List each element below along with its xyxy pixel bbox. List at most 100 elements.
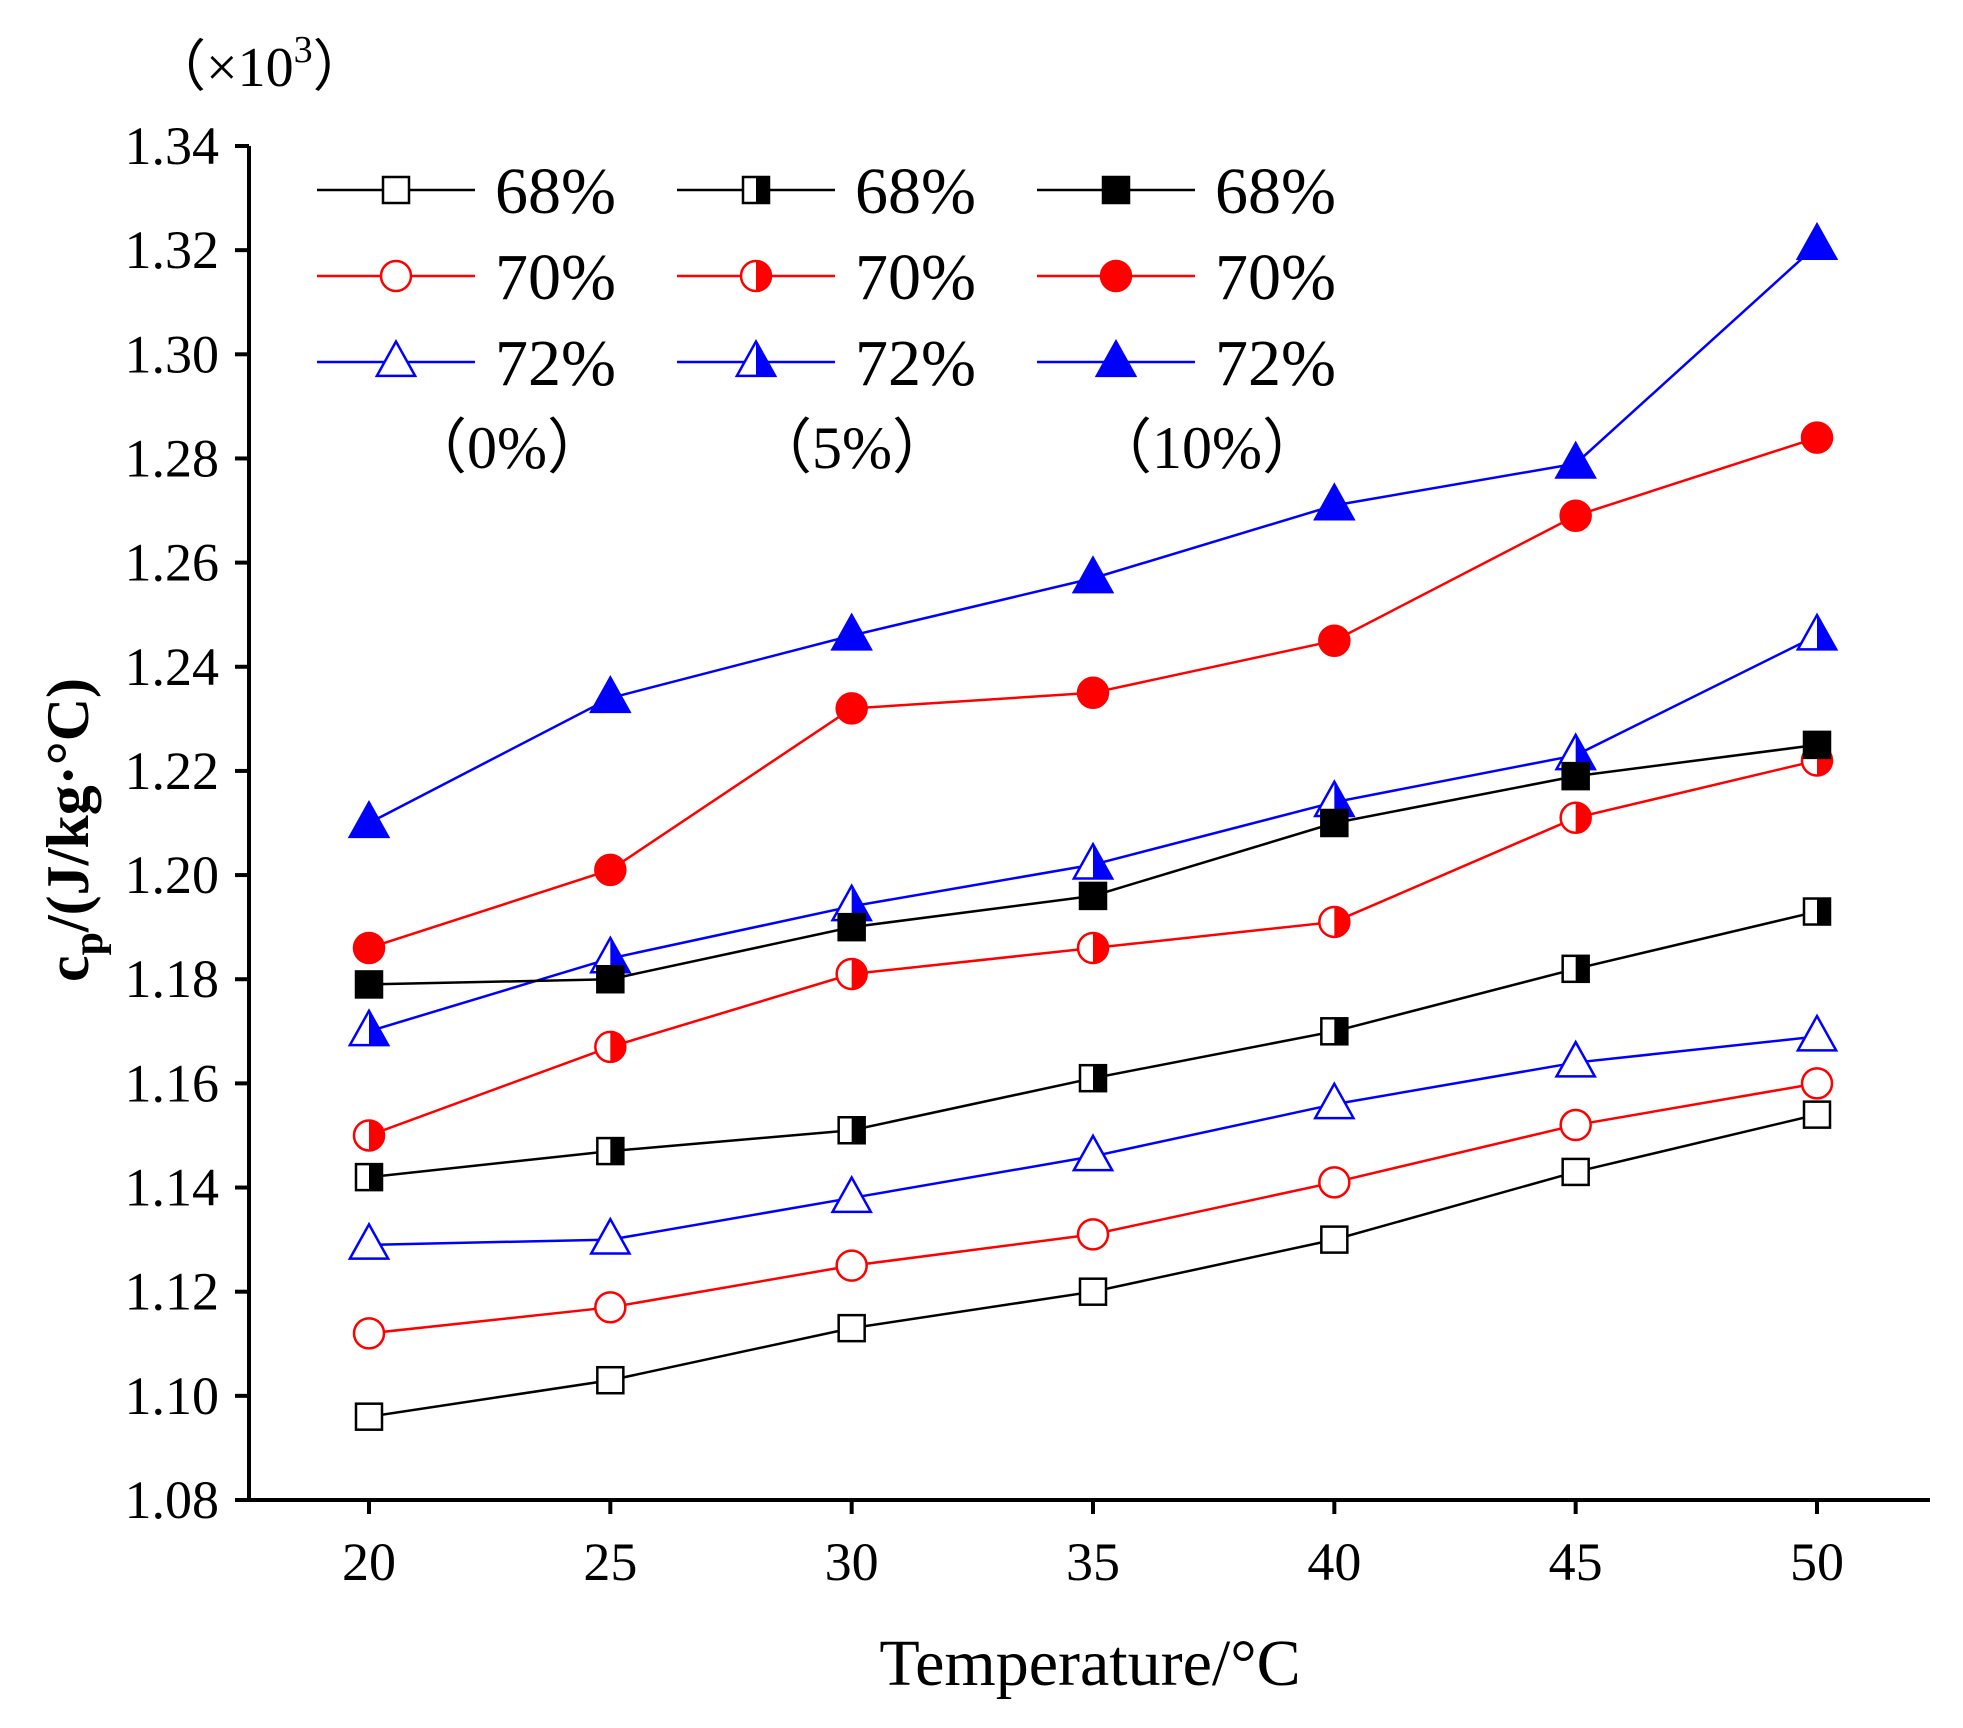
data-point	[595, 1292, 625, 1322]
y-tick-label: 1.20	[125, 845, 220, 905]
x-tick-label: 25	[583, 1532, 637, 1592]
data-point	[1078, 678, 1108, 708]
data-point	[1078, 933, 1108, 963]
y-tick-label: 1.14	[125, 1158, 220, 1218]
data-point	[350, 1224, 388, 1258]
data-point	[1798, 1016, 1836, 1050]
data-point	[1321, 810, 1347, 836]
data-point	[1557, 443, 1595, 477]
data-point	[1802, 1068, 1832, 1098]
data-point	[597, 1367, 623, 1393]
legend-label: 68%	[495, 155, 616, 228]
legend-entry: 70%	[1037, 241, 1336, 314]
legend-entry: 70%	[317, 241, 616, 314]
y-tick-label: 1.18	[125, 949, 220, 1009]
data-point	[354, 933, 384, 963]
data-point	[839, 1315, 865, 1341]
legend: 68% 70% 72% 68% 70% 72% 68% 70% 72% （0%） （5%） （10%）	[317, 155, 1336, 481]
legend-marker	[743, 177, 769, 203]
data-point	[1319, 1167, 1349, 1197]
data-point	[1321, 1018, 1347, 1044]
legend-label: 70%	[495, 241, 616, 314]
y-tick-label: 1.12	[125, 1262, 220, 1322]
data-point	[1804, 732, 1830, 758]
x-axis-title: Temperature/°C	[879, 1627, 1300, 1700]
specific-heat-chart: 1.08 1.10 1.12 1.14 1.16 1.18 1.20 1.22 1.24 1.26…	[0, 0, 1963, 1728]
legend-label: 72%	[855, 327, 976, 400]
data-point	[356, 971, 382, 997]
data-point	[1804, 899, 1830, 925]
data-point	[354, 1318, 384, 1348]
data-point	[1078, 1219, 1108, 1249]
y-tick-label: 1.22	[125, 741, 220, 801]
y-tick-label: 1.34	[125, 116, 220, 176]
data-point	[1561, 1110, 1591, 1140]
data-point	[1798, 615, 1836, 649]
data-point	[597, 966, 623, 992]
data-point	[839, 1117, 865, 1143]
data-point	[597, 1138, 623, 1164]
data-point	[1557, 1042, 1595, 1076]
series-72pct-solid	[350, 224, 1836, 836]
legend-marker	[741, 261, 771, 291]
legend-marker	[737, 342, 775, 376]
data-point	[354, 1120, 384, 1150]
data-point	[1319, 907, 1349, 937]
legend-entry: 72%	[1037, 327, 1336, 400]
data-point	[837, 693, 867, 723]
legend-label: 70%	[855, 241, 976, 314]
x-tick-label: 20	[342, 1532, 396, 1592]
y-tick-label: 1.16	[125, 1053, 220, 1113]
legend-entry: 68%	[1037, 155, 1336, 228]
y-ticks: 1.08 1.10 1.12 1.14 1.16 1.18 1.20 1.22 1.24 1.26…	[125, 116, 250, 1530]
data-point	[356, 1164, 382, 1190]
y-tick-label: 1.10	[125, 1366, 220, 1426]
data-point	[1804, 1102, 1830, 1128]
y-tick-label: 1.30	[125, 324, 220, 384]
legend-label: 72%	[495, 327, 616, 400]
legend-marker	[377, 342, 415, 376]
data-point	[1798, 224, 1836, 258]
data-point	[839, 914, 865, 940]
data-point	[1563, 763, 1589, 789]
x-tick-label: 30	[825, 1532, 879, 1592]
y-tick-label: 1.08	[125, 1470, 220, 1530]
x-tick-label: 40	[1307, 1532, 1361, 1592]
legend-marker	[1101, 261, 1131, 291]
data-point	[1563, 1159, 1589, 1185]
x-tick-label: 35	[1066, 1532, 1120, 1592]
legend-entry: 68%	[677, 155, 976, 228]
data-point	[1563, 956, 1589, 982]
data-point	[837, 1251, 867, 1281]
data-point	[595, 855, 625, 885]
x-ticks: 20 25 30 35 40 45 50	[342, 1500, 1844, 1592]
y-tick-label: 1.26	[125, 533, 220, 593]
y-tick-label: 1.32	[125, 220, 220, 280]
y-tick-label: 1.24	[125, 637, 220, 697]
legend-label: 68%	[1215, 155, 1336, 228]
data-point	[1080, 1065, 1106, 1091]
x-tick-label: 50	[1790, 1532, 1844, 1592]
data-point	[1080, 883, 1106, 909]
data-point	[1080, 1279, 1106, 1305]
series-70pct-open	[354, 1068, 1832, 1348]
y-tick-label: 1.28	[125, 428, 220, 488]
legend-label: 68%	[855, 155, 976, 228]
data-point	[1561, 501, 1591, 531]
y-axis-title: cp/(J/kg·°C)	[35, 678, 112, 982]
legend-marker	[1103, 177, 1129, 203]
data-point	[1321, 1227, 1347, 1253]
legend-label: 72%	[1215, 327, 1336, 400]
legend-entry: 70%	[677, 241, 976, 314]
legend-marker	[383, 177, 409, 203]
data-point	[350, 803, 388, 837]
legend-entry: 72%	[677, 327, 976, 400]
x-tick-label: 45	[1549, 1532, 1603, 1592]
data-point	[837, 959, 867, 989]
legend-marker	[381, 261, 411, 291]
legend-label: 70%	[1215, 241, 1336, 314]
legend-entry: 72%	[317, 327, 616, 400]
data-point	[356, 1404, 382, 1430]
legend-group-label: （5%）	[752, 415, 952, 481]
series-layer	[350, 224, 1836, 1429]
